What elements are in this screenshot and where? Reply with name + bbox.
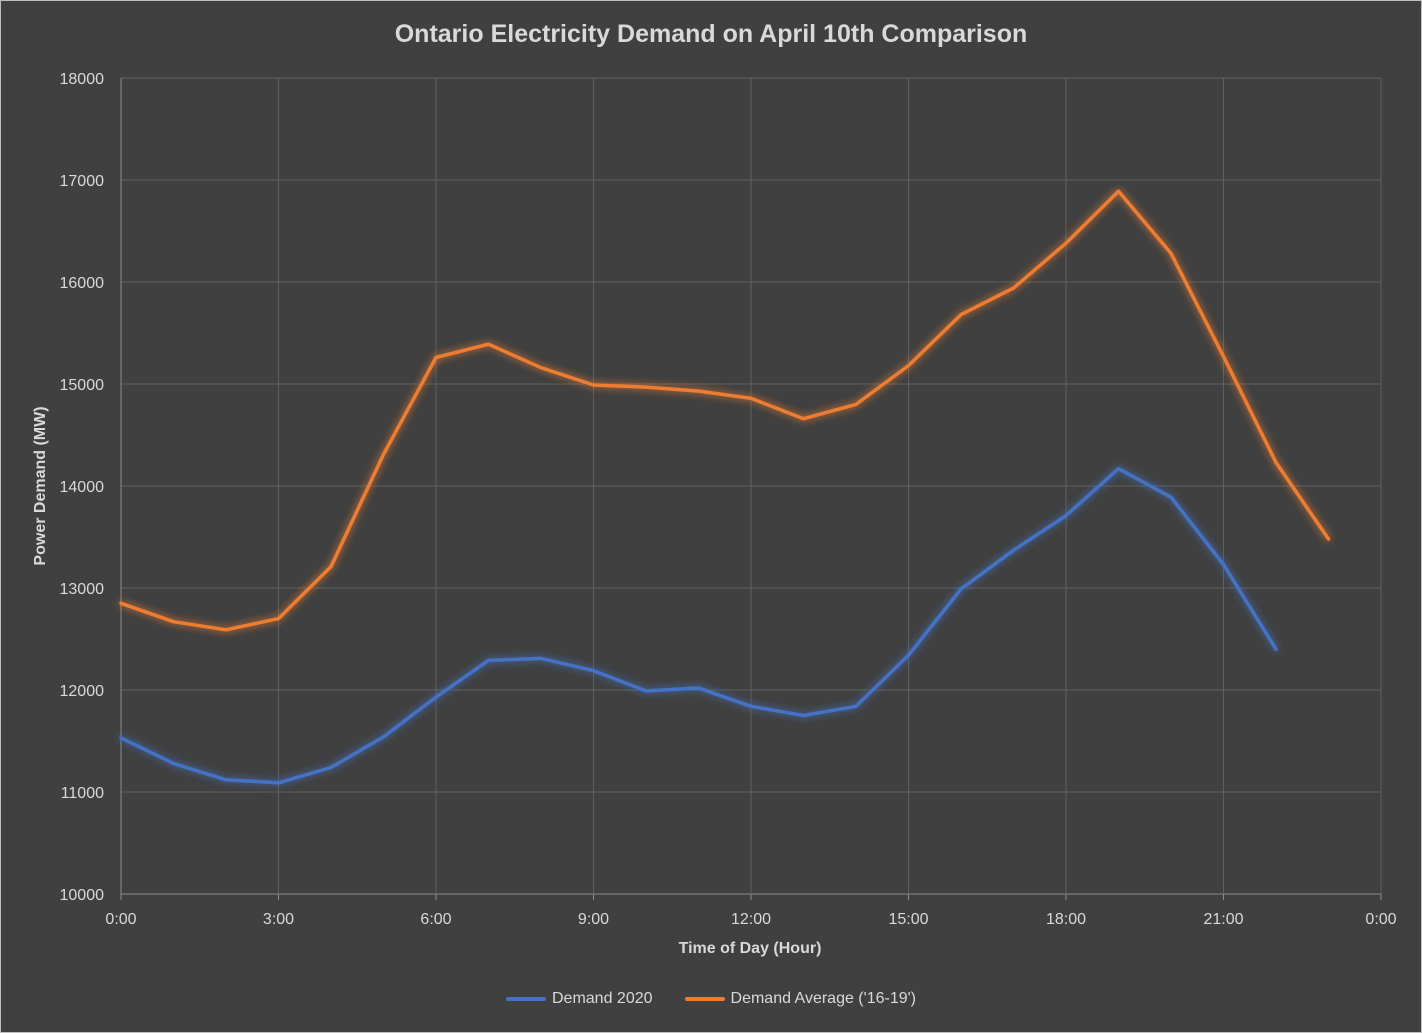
y-tick-label: 17000 [60, 173, 105, 190]
x-axis-ticks: 0:00 3:00 6:00 9:00 12:00 15:00 18:00 21:00 0:00 [105, 911, 1396, 928]
x-tick-label: 0:00 [1365, 911, 1396, 928]
legend-item-demand-2020: Demand 2020 [506, 990, 653, 1008]
x-tick-label: 9:00 [578, 911, 609, 928]
y-tick-label: 10000 [60, 887, 105, 904]
x-tick-label: 18:00 [1046, 911, 1086, 928]
x-tick-label: 12:00 [731, 911, 771, 928]
legend-swatch-demand-2020 [506, 997, 546, 1001]
y-axis-title: Power Demand (MW) [32, 406, 49, 565]
legend-swatch-demand-average [684, 997, 725, 1001]
legend-label-demand-2020: Demand 2020 [552, 990, 653, 1007]
x-tick-label: 6:00 [420, 911, 451, 928]
series-lines [119, 189, 1331, 785]
y-tick-label: 13000 [60, 581, 105, 598]
legend-item-demand-average: Demand Average ('16-19') [684, 990, 916, 1008]
x-tick-label: 15:00 [888, 911, 928, 928]
y-tick-label: 14000 [60, 479, 105, 496]
series-line-1 [119, 189, 1331, 632]
x-tick-label: 21:00 [1203, 911, 1243, 928]
y-tick-label: 12000 [60, 683, 105, 700]
y-tick-label: 18000 [60, 71, 105, 88]
legend: Demand 2020 Demand Average ('16-19') [0, 990, 1422, 1008]
y-tick-label: 11000 [61, 785, 104, 802]
legend-label-demand-average: Demand Average ('16-19') [730, 990, 916, 1007]
gridlines [120, 77, 1382, 900]
x-tick-label: 0:00 [105, 911, 136, 928]
x-axis-title: Time of Day (Hour) [679, 940, 822, 957]
series-line-0 [119, 466, 1278, 785]
y-tick-label: 16000 [60, 275, 105, 292]
y-axis-ticks: 10000 11000 12000 13000 14000 15000 16000 17000… [60, 71, 105, 904]
x-tick-label: 3:00 [263, 911, 294, 928]
chart-title: Ontario Electricity Demand on April 10th… [394, 20, 1028, 48]
y-tick-label: 15000 [60, 377, 105, 394]
